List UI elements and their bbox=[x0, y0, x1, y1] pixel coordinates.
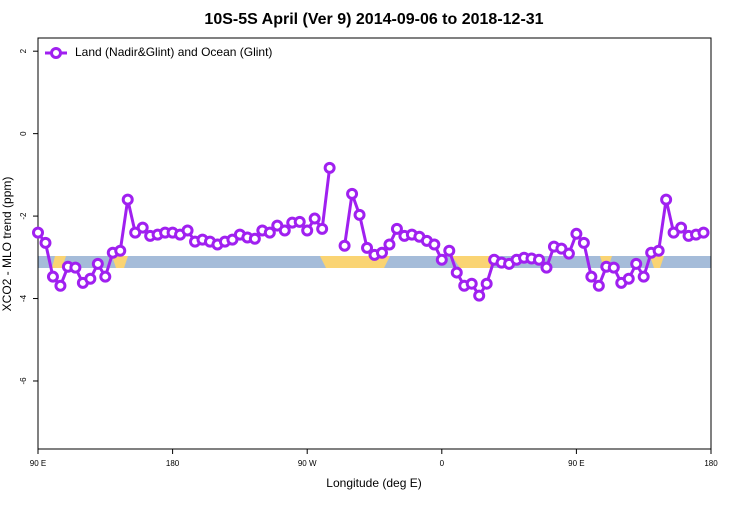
data-point bbox=[697, 226, 710, 239]
data-point bbox=[54, 279, 67, 292]
data-point bbox=[577, 236, 590, 249]
data-point bbox=[428, 238, 441, 251]
y-tick-label: -4 bbox=[19, 294, 28, 302]
data-point bbox=[301, 224, 314, 237]
data-point bbox=[84, 272, 97, 285]
x-tick-label: 90 E bbox=[30, 459, 46, 468]
data-point bbox=[181, 224, 194, 237]
data-point bbox=[293, 215, 306, 228]
data-point bbox=[630, 257, 643, 270]
data-point bbox=[99, 270, 112, 283]
y-tick-label: -6 bbox=[19, 377, 28, 385]
data-point bbox=[585, 270, 598, 283]
data-point bbox=[248, 232, 261, 245]
data-point bbox=[346, 187, 359, 200]
data-point bbox=[652, 244, 665, 257]
data-point bbox=[375, 246, 388, 259]
data-point bbox=[316, 222, 329, 235]
data-point bbox=[592, 279, 605, 292]
legend-marker bbox=[50, 47, 62, 59]
data-point bbox=[32, 226, 44, 239]
data-point bbox=[562, 247, 575, 260]
data-point bbox=[114, 244, 127, 257]
x-tick-label: 90 E bbox=[568, 459, 584, 468]
data-point bbox=[675, 221, 688, 234]
x-tick-label: 180 bbox=[704, 459, 718, 468]
y-tick-label: 0 bbox=[19, 131, 28, 136]
data-point bbox=[91, 257, 104, 270]
data-point bbox=[473, 289, 486, 302]
data-point bbox=[338, 239, 351, 252]
data-point bbox=[660, 193, 673, 206]
data-point bbox=[308, 212, 321, 225]
data-point bbox=[533, 253, 546, 266]
data-point bbox=[361, 241, 374, 254]
x-tick-label: 90 W bbox=[298, 459, 317, 468]
data-point bbox=[390, 222, 403, 235]
data-point bbox=[278, 224, 291, 237]
data-point bbox=[443, 244, 456, 257]
data-point bbox=[121, 193, 134, 206]
x-tick-label: 180 bbox=[166, 459, 180, 468]
data-point bbox=[263, 226, 276, 239]
chart-title: 10S-5S April (Ver 9) 2014-09-06 to 2018-… bbox=[204, 11, 543, 28]
data-point bbox=[540, 261, 553, 274]
land-patch bbox=[452, 256, 495, 268]
data-point bbox=[465, 277, 478, 290]
data-point bbox=[607, 261, 620, 274]
data-point bbox=[637, 270, 650, 283]
data-point bbox=[46, 270, 59, 283]
legend-label: Land (Nadir&Glint) and Ocean (Glint) bbox=[75, 45, 272, 59]
y-tick-label: 2 bbox=[19, 48, 28, 53]
x-tick-label: 0 bbox=[440, 459, 445, 468]
plot-frame bbox=[37, 37, 712, 450]
y-tick-label: -2 bbox=[19, 212, 28, 220]
data-point bbox=[383, 238, 396, 251]
data-point bbox=[323, 161, 336, 174]
data-point bbox=[69, 261, 82, 274]
data-point bbox=[570, 227, 583, 240]
data-point bbox=[136, 221, 149, 234]
y-axis-label: XCO2 - MLO trend (ppm) bbox=[0, 177, 14, 312]
data-point bbox=[353, 208, 366, 221]
x-axis-label: Longitude (deg E) bbox=[326, 476, 421, 490]
data-point bbox=[622, 272, 635, 285]
data-point bbox=[39, 236, 52, 249]
data-point bbox=[450, 266, 463, 279]
data-point bbox=[480, 277, 493, 290]
land-patch bbox=[112, 256, 128, 268]
data-point bbox=[435, 253, 448, 266]
land-patch bbox=[650, 256, 664, 268]
